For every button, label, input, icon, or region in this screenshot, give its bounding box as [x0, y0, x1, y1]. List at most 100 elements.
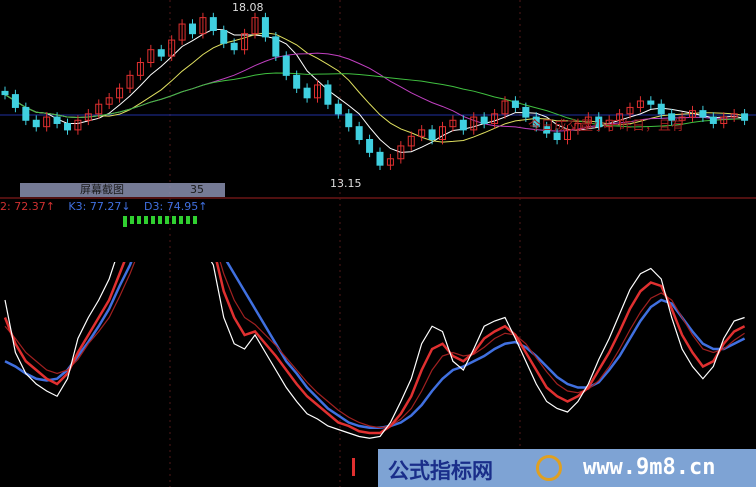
candle	[199, 17, 207, 35]
candle	[709, 116, 717, 124]
indicator-k-line	[3, 262, 746, 435]
j-value: 2: 72.37↑	[0, 200, 55, 213]
k-value: K3: 77.27↓	[68, 200, 131, 213]
candle	[105, 97, 113, 105]
candle	[511, 100, 519, 108]
candle	[324, 84, 332, 105]
d-value: D3: 74.95↑	[144, 200, 208, 213]
candle	[428, 129, 436, 141]
candle	[605, 119, 613, 128]
candle	[168, 39, 176, 57]
volume-signal-bar	[130, 216, 134, 224]
tooltip-label: 屏幕截图	[80, 183, 124, 196]
candle	[439, 126, 446, 141]
candle	[636, 100, 644, 108]
candle	[230, 42, 238, 51]
ma5-line	[4, 28, 745, 153]
candle	[522, 106, 530, 118]
candle	[314, 84, 321, 99]
volume-signal-bar	[158, 216, 162, 224]
candle	[491, 113, 499, 124]
candle	[303, 87, 311, 99]
candle	[32, 119, 40, 128]
volume-signal-bar	[151, 216, 155, 224]
candle	[657, 103, 665, 115]
volume-signal-bar	[123, 216, 127, 227]
indicator-legend: 2: 72.37↑ K3: 77.27↓ D3: 74.95↑	[0, 200, 217, 213]
candle	[53, 116, 61, 124]
volume-signal-bar	[179, 216, 183, 224]
signal-bar	[352, 458, 355, 476]
candle	[272, 36, 280, 57]
candle	[470, 116, 478, 131]
candle	[157, 49, 165, 57]
ma10-line	[4, 32, 745, 143]
candle	[1, 90, 9, 96]
candle	[418, 129, 426, 137]
candle	[449, 119, 457, 128]
candle	[480, 116, 488, 124]
volume-signal-bar	[165, 216, 169, 224]
candle	[720, 116, 728, 124]
candle	[116, 87, 124, 99]
watermark-name: 公式指标网	[388, 459, 493, 483]
candle	[64, 122, 71, 131]
candle	[345, 113, 353, 128]
candle	[251, 17, 259, 35]
volume-signal-bar	[193, 216, 197, 224]
candle	[595, 116, 603, 128]
candle	[43, 116, 51, 128]
candle	[689, 110, 696, 118]
candle	[553, 132, 561, 141]
low-price-label: 13.15	[330, 177, 362, 190]
candle	[616, 113, 624, 121]
volume-signal-bar	[186, 216, 190, 224]
candle	[84, 113, 92, 121]
candle	[209, 17, 217, 31]
volume-signal-bar	[137, 216, 141, 224]
candle	[178, 23, 186, 41]
candle	[189, 23, 196, 35]
candle	[678, 116, 686, 121]
indicator-d-line	[4, 262, 745, 429]
candle	[564, 129, 571, 141]
indicator-blue-line	[4, 262, 746, 429]
ma30-line	[4, 72, 745, 128]
candle	[501, 100, 509, 115]
candle	[241, 33, 249, 51]
logo-icon	[536, 455, 562, 481]
candle	[730, 113, 738, 118]
candle	[376, 151, 384, 166]
candle	[11, 94, 19, 108]
tooltip-value: 35	[190, 183, 204, 196]
volume-signal-bar	[144, 216, 148, 224]
candle	[95, 103, 103, 115]
candle	[282, 55, 290, 76]
candle	[147, 49, 155, 64]
high-price-label: 18.08	[232, 1, 264, 14]
candle	[407, 135, 415, 147]
candle	[136, 62, 144, 76]
candle	[386, 158, 394, 166]
candle	[699, 110, 707, 118]
signal-text: 今日成交量小于昨日，且有	[528, 119, 685, 134]
watermark-banner[interactable]: 公式指标网 www.9m8.cn	[378, 449, 756, 487]
candle	[459, 119, 467, 131]
candle	[22, 106, 30, 121]
candle	[647, 100, 655, 105]
watermark-url: www.9m8.cn	[583, 455, 716, 480]
candle	[293, 74, 301, 89]
candle	[397, 145, 405, 160]
candle	[220, 29, 228, 44]
candle	[355, 126, 363, 141]
candle	[334, 103, 342, 115]
candle	[584, 116, 592, 124]
candle	[668, 113, 676, 121]
candle	[741, 113, 749, 121]
candle	[626, 106, 634, 115]
candle	[543, 126, 551, 134]
tooltip: 屏幕截图 35	[20, 183, 225, 197]
candle	[366, 139, 374, 153]
